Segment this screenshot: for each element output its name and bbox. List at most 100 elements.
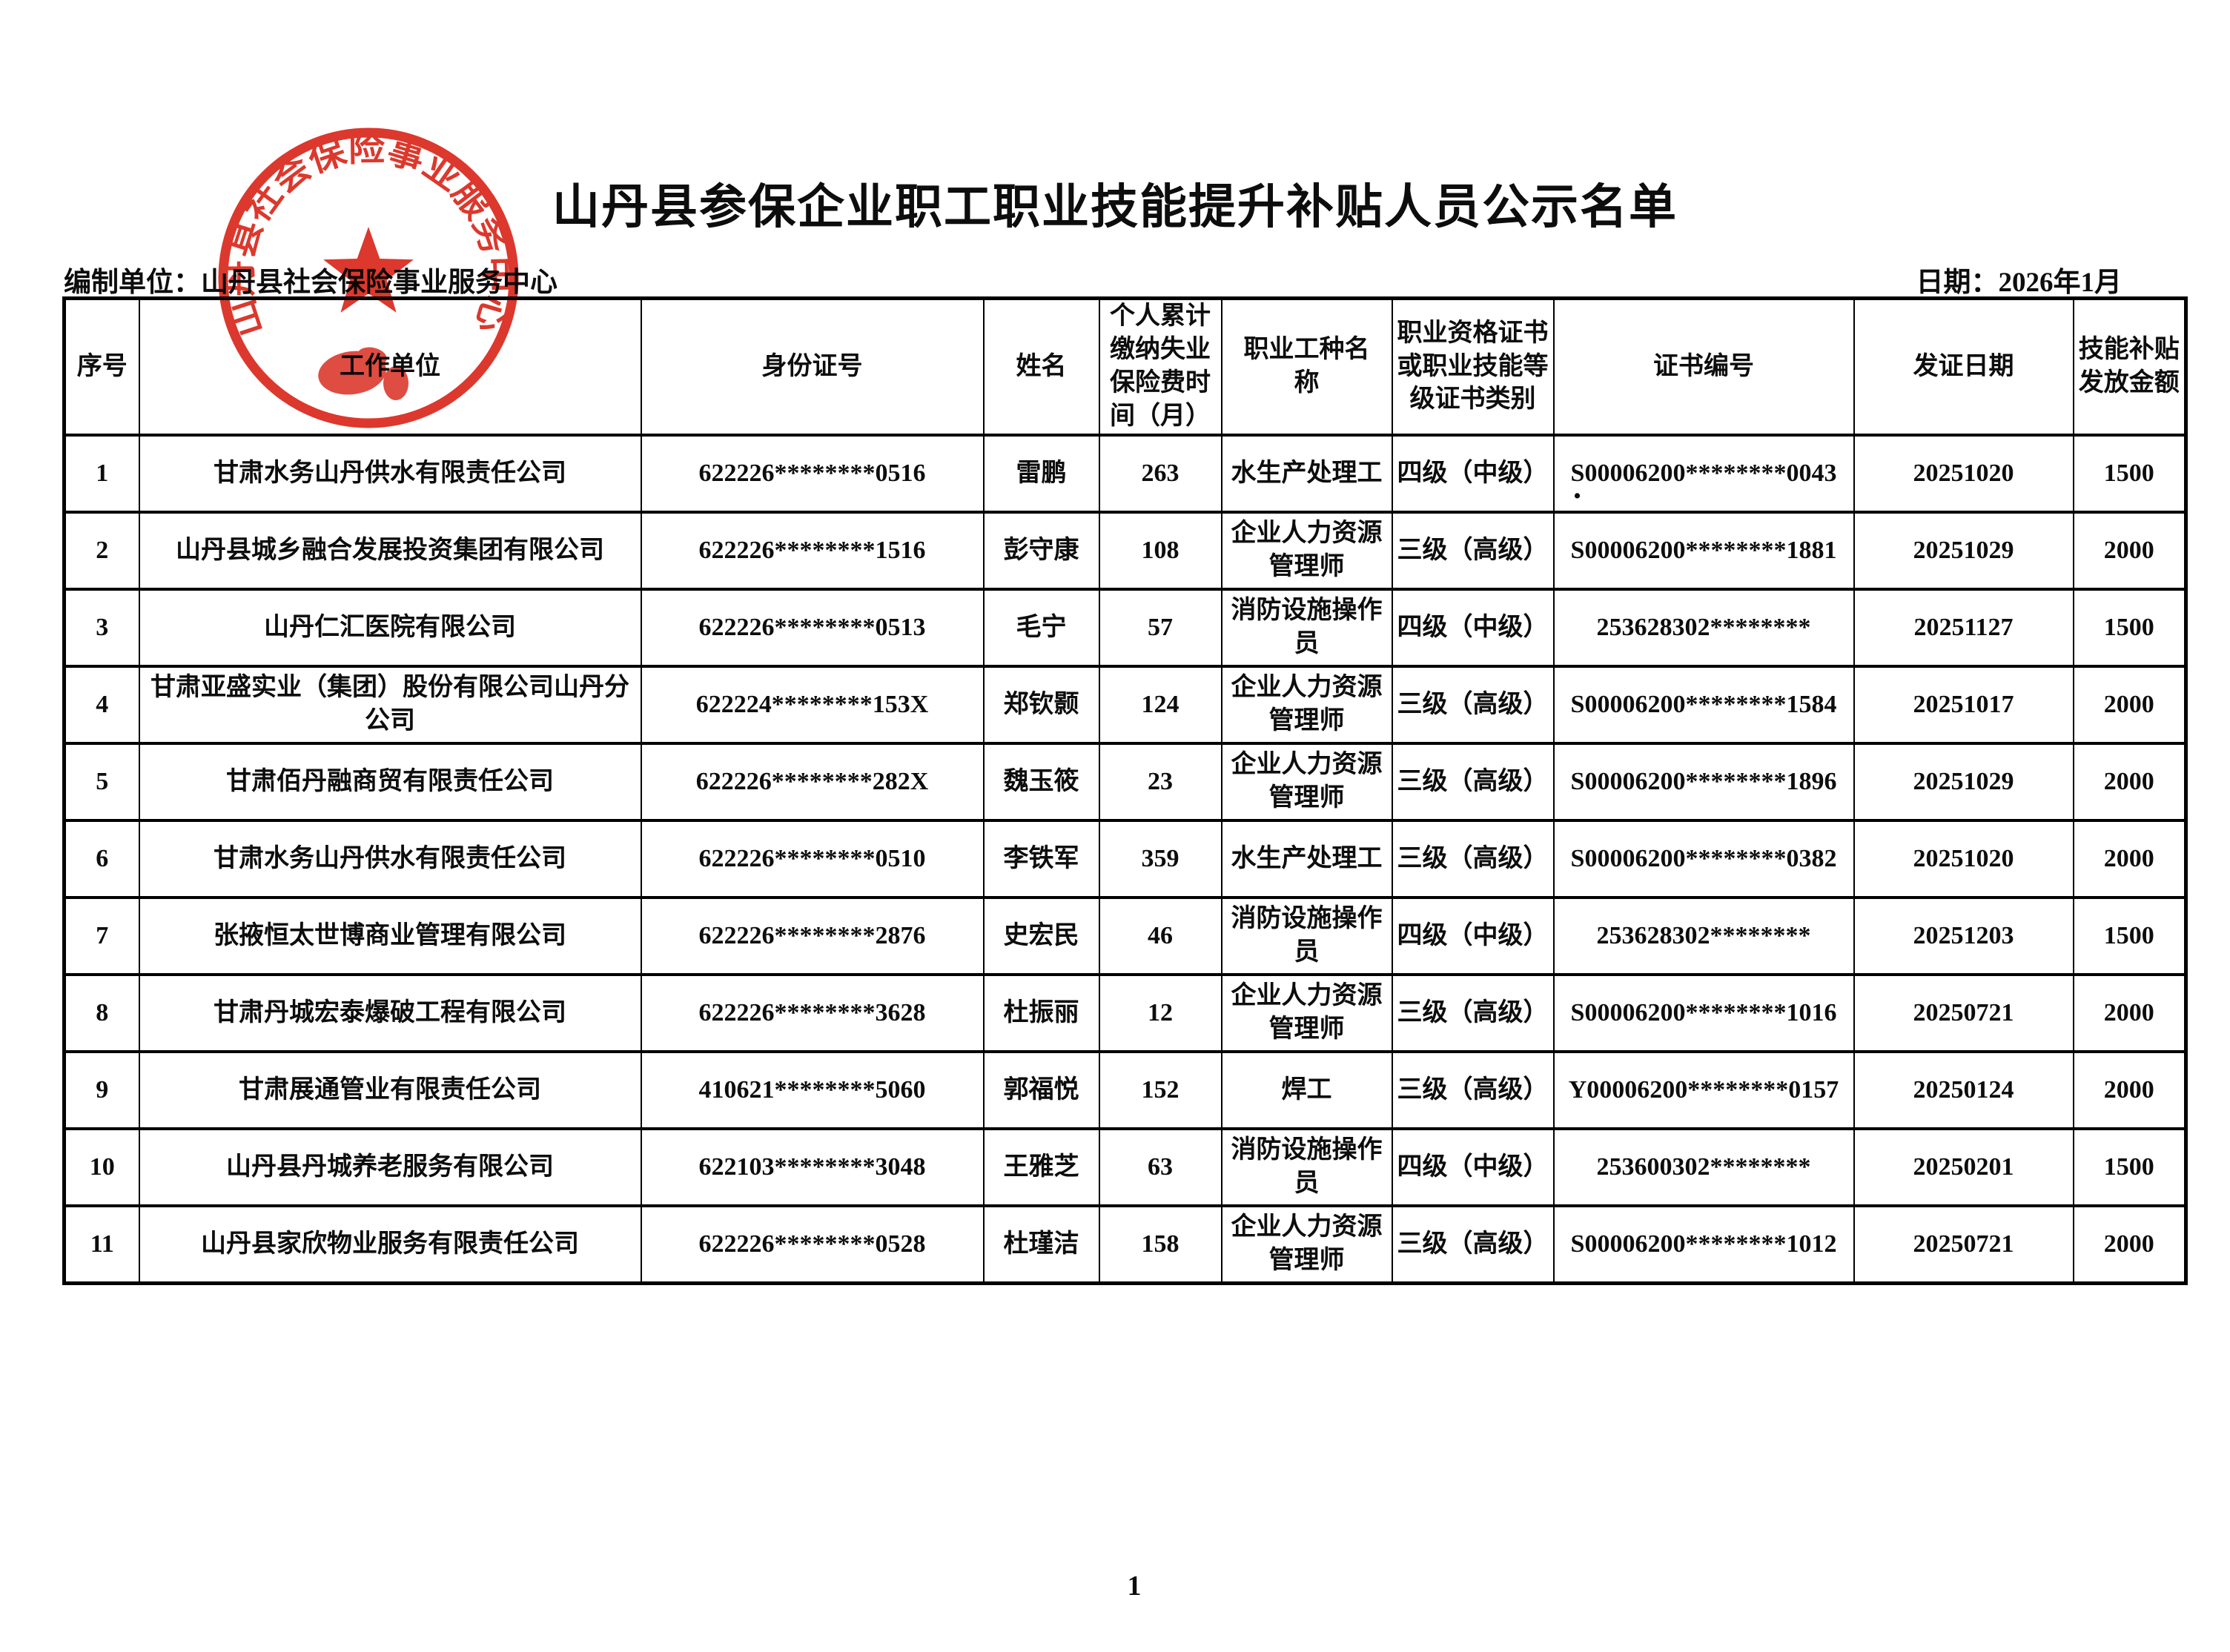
table-cell: 622226********2876 xyxy=(640,896,985,976)
table-row: 9 甘肃展通管业有限责任公司 410621********5060 郭福悦 152 焊工三… xyxy=(63,1050,2187,1130)
table-row: 8 甘肃丹城宏泰爆破工程有限公司 622226********3628 杜振丽 12 企业… xyxy=(63,973,2187,1053)
table-cell: 甘肃亚盛实业（集团）股份有限公司山丹分公司 xyxy=(138,665,642,745)
table-cell: 1500 xyxy=(2072,896,2187,976)
table-cell: 消防设施操作员 xyxy=(1220,588,1393,668)
table-cell: 2000 xyxy=(2072,511,2187,591)
table-row: 10 山丹县丹城养老服务有限公司 622103********3048 王雅芝 63 消防… xyxy=(63,1127,2187,1207)
table-cell: S00006200********1881 xyxy=(1552,511,1855,591)
table-cell: 622226********3628 xyxy=(640,973,985,1053)
table-cell: 山丹县城乡融合发展投资集团有限公司 xyxy=(138,511,642,591)
table-cell: 四级（中级） xyxy=(1391,896,1555,976)
table-cell: 水生产处理工 xyxy=(1220,434,1393,514)
table-cell: 消防设施操作员 xyxy=(1220,1127,1393,1207)
table-cell: 李铁军 xyxy=(982,819,1100,899)
table-cell: 263 xyxy=(1098,434,1222,514)
table-cell: 20251029 xyxy=(1853,742,2074,822)
column-header: 发证日期 xyxy=(1853,296,2074,437)
column-header: 工作单位 xyxy=(138,296,642,437)
table-cell: 57 xyxy=(1098,588,1222,668)
stray-ink-dot: . xyxy=(1573,469,1581,505)
table-cell: 622226********0528 xyxy=(640,1204,985,1285)
table-cell: 毛宁 xyxy=(982,588,1100,668)
table-row: 2 山丹县城乡融合发展投资集团有限公司 622226********1516 彭守康 1… xyxy=(63,511,2187,591)
table-cell: 8 xyxy=(63,973,140,1053)
table-cell: 三级（高级） xyxy=(1391,973,1555,1053)
table-cell: 魏玉筱 xyxy=(982,742,1100,822)
table-cell: 2000 xyxy=(2072,742,2187,822)
table-cell: S00006200********1012 xyxy=(1552,1204,1855,1285)
table-row: 3 山丹仁汇医院有限公司 622226********0513 毛宁 57 消防设施操作员… xyxy=(63,588,2187,668)
table-header-row: 序号 工作单位 身份证号 姓名 个人累计缴纳失业保险费时间（月） 职业工种名称 职业资格证书… xyxy=(63,296,2187,437)
table-cell: Y00006200********0157 xyxy=(1552,1050,1855,1130)
table-cell: 158 xyxy=(1098,1204,1222,1285)
table-cell: 20250721 xyxy=(1853,973,2074,1053)
table-cell: 20251020 xyxy=(1853,819,2074,899)
table-cell: 企业人力资源管理师 xyxy=(1220,742,1393,822)
table-cell: S00006200********0043 xyxy=(1552,434,1855,514)
table-cell: 郑钦颢 xyxy=(982,665,1100,745)
table-cell: 253628302******** xyxy=(1552,896,1855,976)
table-cell: 2000 xyxy=(2072,1204,2187,1285)
column-header: 个人累计缴纳失业保险费时间（月） xyxy=(1098,296,1222,437)
table-cell: 三级（高级） xyxy=(1391,665,1555,745)
table-cell: 622103********3048 xyxy=(640,1127,985,1207)
subsidy-roster-table: 序号 工作单位 身份证号 姓名 个人累计缴纳失业保险费时间（月） 职业工种名称 职业资格证书… xyxy=(62,296,2188,1285)
table-cell: 23 xyxy=(1098,742,1222,822)
table-cell: 20251127 xyxy=(1853,588,2074,668)
table-cell: 三级（高级） xyxy=(1391,1050,1555,1130)
table-cell: 20251203 xyxy=(1853,896,2074,976)
table-row: 6 甘肃水务山丹供水有限责任公司 622226********0510 李铁军 359 水… xyxy=(63,819,2187,899)
table-row: 5 甘肃佰丹融商贸有限责任公司 622226********282X 魏玉筱 23 企业人… xyxy=(63,742,2187,822)
column-header: 序号 xyxy=(63,296,140,437)
table-cell: 1500 xyxy=(2072,434,2187,514)
column-header: 职业资格证书或职业技能等级证书类别 xyxy=(1391,296,1555,437)
column-header: 技能补贴发放金额 xyxy=(2072,296,2187,437)
table-row: 4 甘肃亚盛实业（集团）股份有限公司山丹分公司 622224********153X… xyxy=(63,665,2187,745)
table-cell: S00006200********1896 xyxy=(1552,742,1855,822)
table-cell: 6 xyxy=(63,819,140,899)
table-cell: 20250201 xyxy=(1853,1127,2074,1207)
table-cell: 王雅芝 xyxy=(982,1127,1100,1207)
table-cell: 5 xyxy=(63,742,140,822)
table-cell: 1500 xyxy=(2072,588,2187,668)
table-cell: 152 xyxy=(1098,1050,1222,1130)
table-cell: 4 xyxy=(63,665,140,745)
table-cell: 甘肃水务山丹供水有限责任公司 xyxy=(138,819,642,899)
table-cell: 甘肃水务山丹供水有限责任公司 xyxy=(138,434,642,514)
page-title: 山丹县参保企业职工职业技能提升补贴人员公示名单 xyxy=(552,180,1678,233)
table-cell: 253628302******** xyxy=(1552,588,1855,668)
table-cell: 甘肃丹城宏泰爆破工程有限公司 xyxy=(138,973,642,1053)
table-cell: 三级（高级） xyxy=(1391,819,1555,899)
table-row: 1 甘肃水务山丹供水有限责任公司 622226********0516 雷鹏 263 水生… xyxy=(63,434,2187,514)
table-cell: 企业人力资源管理师 xyxy=(1220,973,1393,1053)
table-cell: 三级（高级） xyxy=(1391,511,1555,591)
table-cell: 消防设施操作员 xyxy=(1220,896,1393,976)
table-cell: 46 xyxy=(1098,896,1222,976)
table-cell: 20251020 xyxy=(1853,434,2074,514)
table-cell: 杜瑾洁 xyxy=(982,1204,1100,1285)
table-cell: 水生产处理工 xyxy=(1220,819,1393,899)
table-cell: 甘肃佰丹融商贸有限责任公司 xyxy=(138,742,642,822)
table-cell: S00006200********1584 xyxy=(1552,665,1855,745)
table-cell: 三级（高级） xyxy=(1391,1204,1555,1285)
table-cell: 2000 xyxy=(2072,819,2187,899)
table-cell: 四级（中级） xyxy=(1391,588,1555,668)
table-cell: 山丹县家欣物业服务有限责任公司 xyxy=(138,1204,642,1285)
table-cell: 12 xyxy=(1098,973,1222,1053)
table-cell: 622226********0513 xyxy=(640,588,985,668)
column-header: 职业工种名称 xyxy=(1220,296,1393,437)
table-cell: 2000 xyxy=(2072,1050,2187,1130)
table-cell: S00006200********0382 xyxy=(1552,819,1855,899)
table-cell: 山丹仁汇医院有限公司 xyxy=(138,588,642,668)
table-cell: 20251017 xyxy=(1853,665,2074,745)
table-cell: 山丹县丹城养老服务有限公司 xyxy=(138,1127,642,1207)
table-cell: 63 xyxy=(1098,1127,1222,1207)
date-label: 日期：2026年1月 xyxy=(1916,268,2123,298)
table-cell: 史宏民 xyxy=(982,896,1100,976)
table-cell: 10 xyxy=(63,1127,140,1207)
table-cell: 郭福悦 xyxy=(982,1050,1100,1130)
table-cell: 622224********153X xyxy=(640,665,985,745)
table-cell: 企业人力资源管理师 xyxy=(1220,511,1393,591)
table-cell: 1 xyxy=(63,434,140,514)
